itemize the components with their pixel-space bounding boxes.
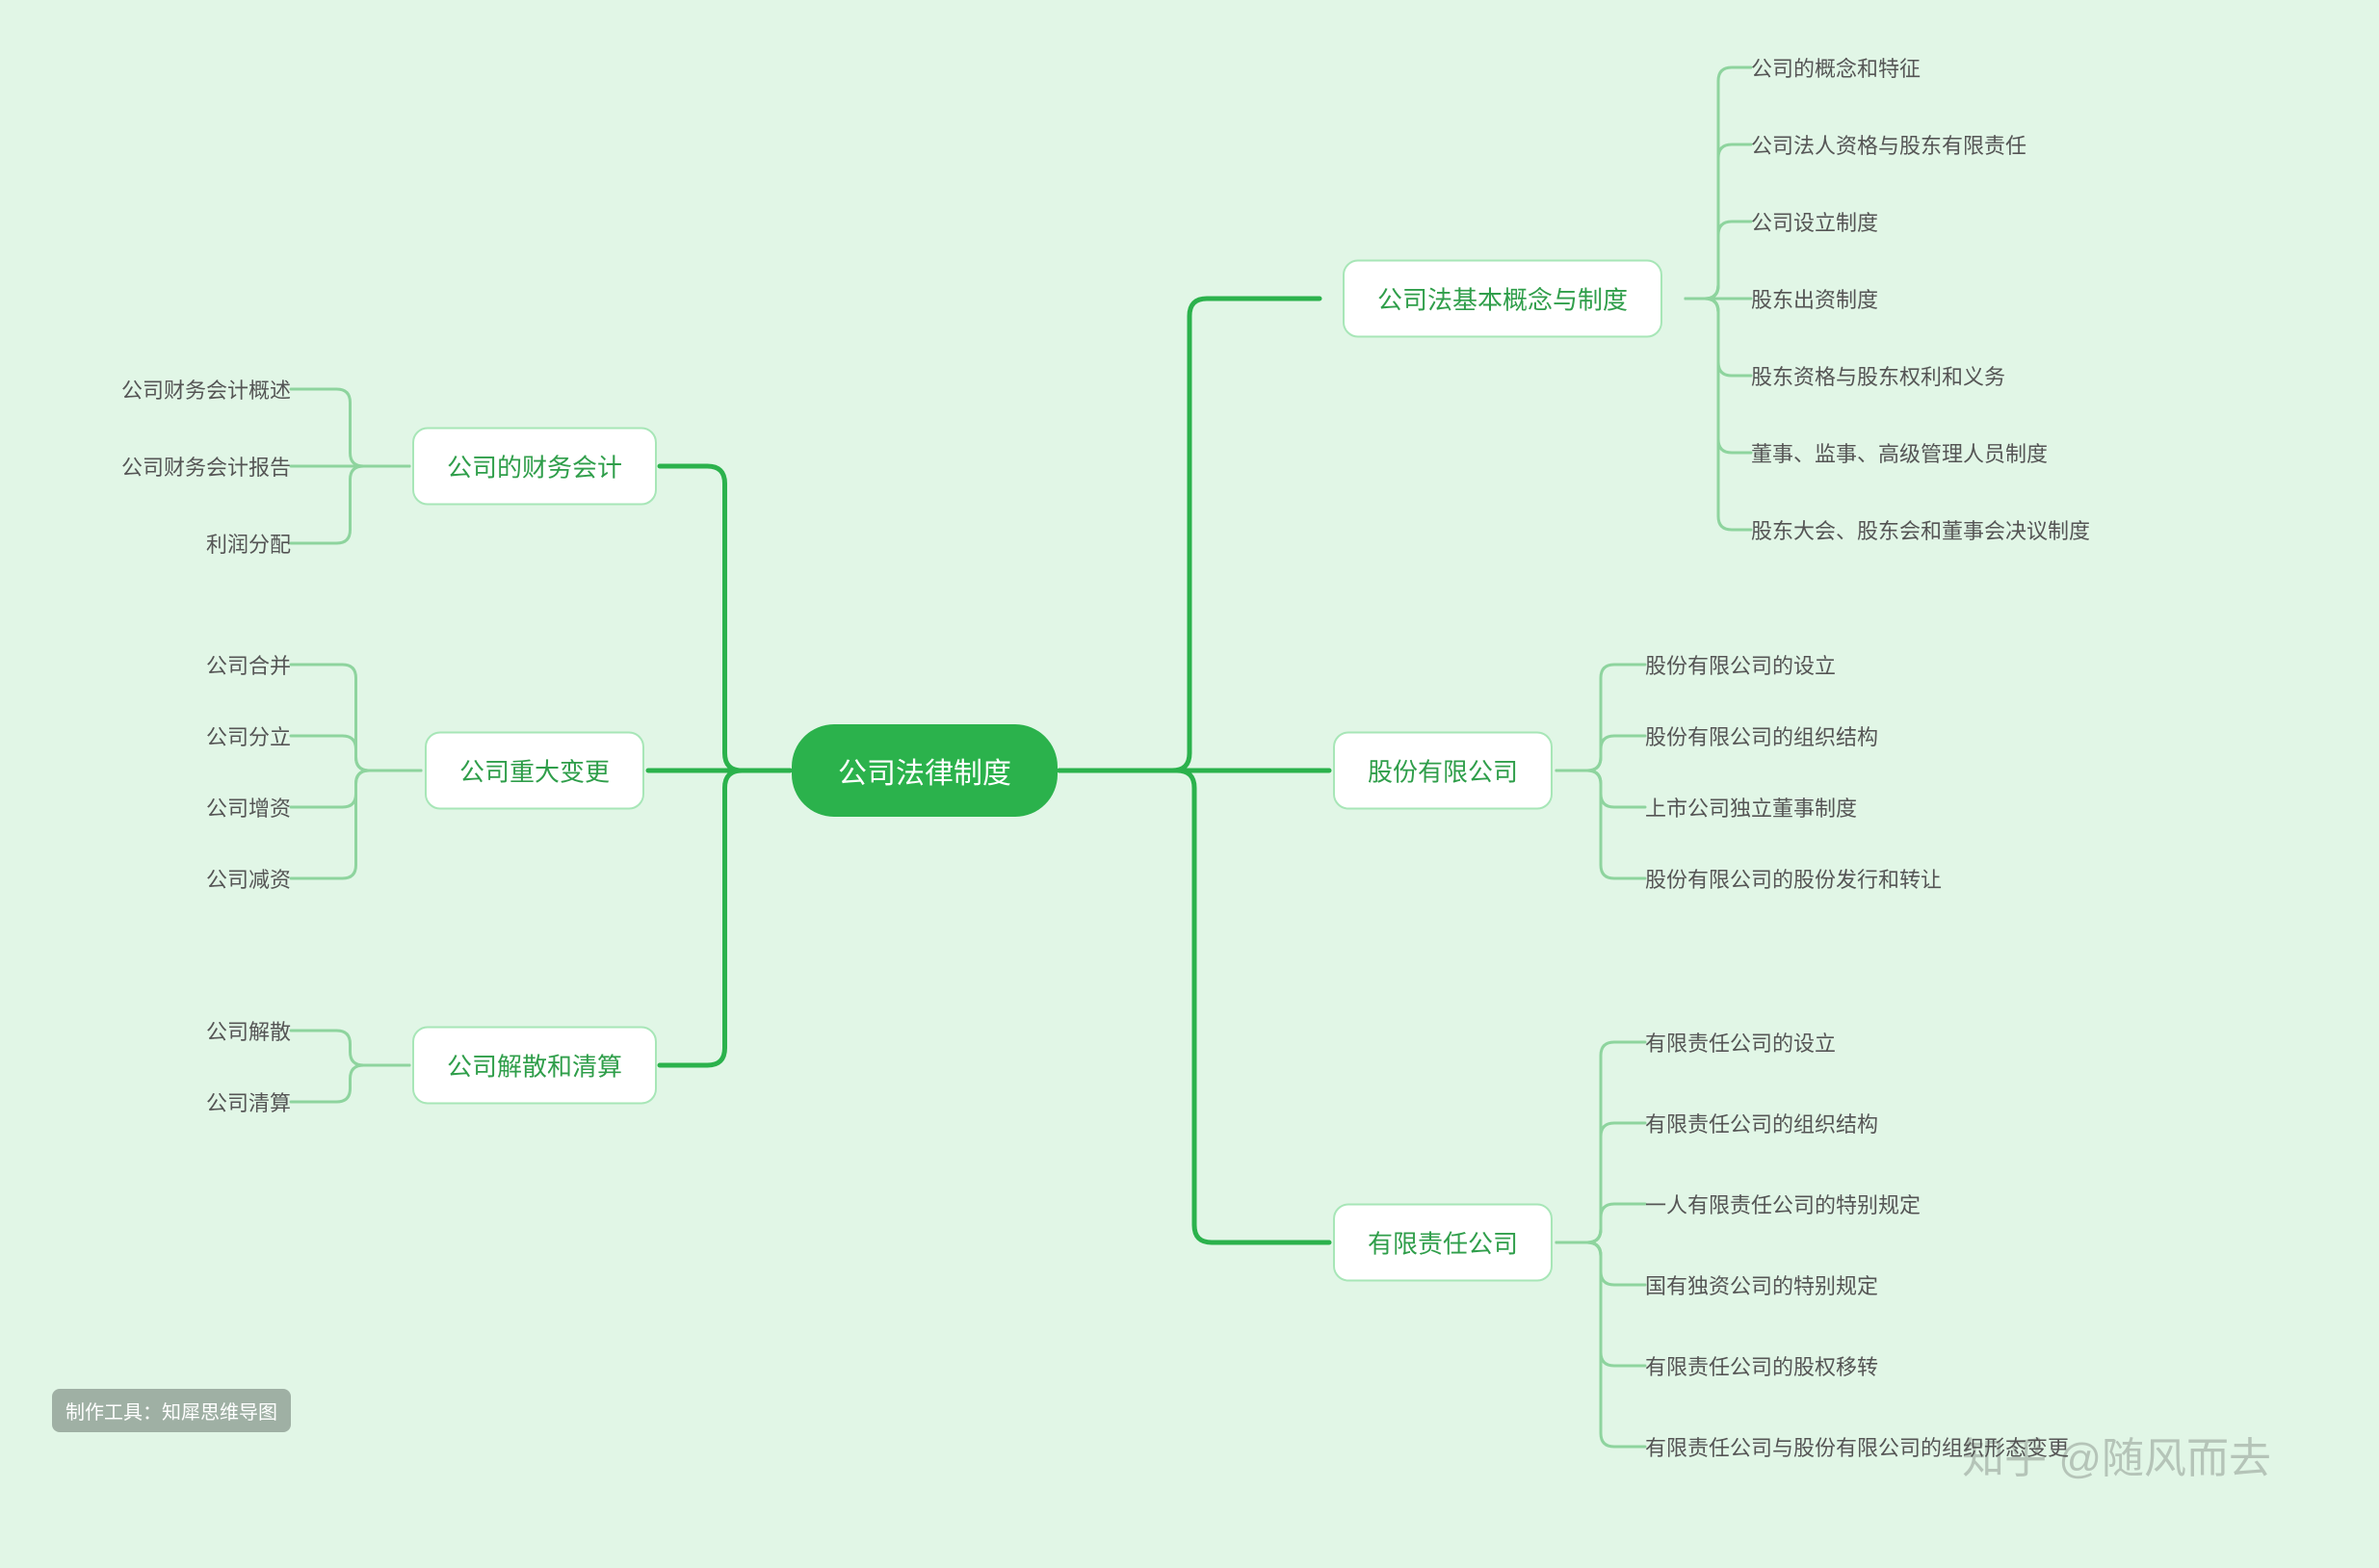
- branch-b_finance: 公司的财务会计: [412, 428, 657, 506]
- root-node: 公司法律制度: [792, 724, 1058, 817]
- leaf-b_change-2-label: 公司增资: [206, 792, 291, 823]
- leaf-b_basic-5: 董事、监事、高级管理人员制度: [1751, 437, 2048, 468]
- leaf-b_ltd-0: 有限责任公司的设立: [1645, 1027, 1836, 1058]
- leaf-b_basic-0: 公司的概念和特征: [1751, 52, 1921, 83]
- leaf-b_change-0: 公司合并: [206, 649, 291, 680]
- leaf-b_finance-0: 公司财务会计概述: [121, 374, 291, 405]
- branch-b_basic-label: 公司法基本概念与制度: [1377, 281, 1628, 317]
- leaf-b_ltd-4-label: 有限责任公司的股权移转: [1645, 1350, 1878, 1381]
- leaf-b_basic-2: 公司设立制度: [1751, 206, 1878, 237]
- leaf-b_change-1: 公司分立: [206, 720, 291, 751]
- root-node-label: 公司法律制度: [838, 749, 1011, 792]
- leaf-b_ltd-4: 有限责任公司的股权移转: [1645, 1350, 1878, 1381]
- leaf-b_change-0-label: 公司合并: [206, 649, 291, 680]
- leaf-b_dissolve-0: 公司解散: [206, 1015, 291, 1046]
- leaf-b_basic-1-label: 公司法人资格与股东有限责任: [1751, 129, 2026, 160]
- leaf-b_stock-1-label: 股份有限公司的组织结构: [1645, 720, 1878, 751]
- leaf-b_basic-4: 股东资格与股东权利和义务: [1751, 360, 2005, 391]
- mindmap-canvas: 制作工具：知犀思维导图 知乎 @随风而去 公司法律制度 公司的财务会计 公司财务会计…: [0, 0, 2379, 1568]
- leaf-b_stock-2-label: 上市公司独立董事制度: [1645, 792, 1857, 823]
- branch-b_basic: 公司法基本概念与制度: [1343, 260, 1662, 338]
- tool-credit-badge: 制作工具：知犀思维导图: [52, 1389, 291, 1432]
- leaf-b_basic-4-label: 股东资格与股东权利和义务: [1751, 360, 2005, 391]
- leaf-b_change-3-label: 公司减资: [206, 863, 291, 894]
- leaf-b_stock-3-label: 股份有限公司的股份发行和转让: [1645, 863, 1942, 894]
- branch-b_dissolve-label: 公司解散和清算: [447, 1048, 622, 1084]
- leaf-b_dissolve-1: 公司清算: [206, 1086, 291, 1117]
- watermark-text: 知乎 @随风而去: [1962, 1424, 2271, 1485]
- leaf-b_stock-3: 股份有限公司的股份发行和转让: [1645, 863, 1942, 894]
- branch-b_ltd-label: 有限责任公司: [1368, 1225, 1518, 1261]
- leaf-b_basic-3: 股东出资制度: [1751, 283, 1878, 314]
- leaf-b_ltd-2: 一人有限责任公司的特别规定: [1645, 1189, 1921, 1219]
- branch-b_finance-label: 公司的财务会计: [447, 449, 622, 484]
- branch-b_change-label: 公司重大变更: [459, 753, 610, 789]
- leaf-b_basic-5-label: 董事、监事、高级管理人员制度: [1751, 437, 2048, 468]
- leaf-b_basic-1: 公司法人资格与股东有限责任: [1751, 129, 2026, 160]
- branch-b_stock-label: 股份有限公司: [1368, 753, 1518, 789]
- leaf-b_basic-6: 股东大会、股东会和董事会决议制度: [1751, 514, 2090, 545]
- leaf-b_stock-2: 上市公司独立董事制度: [1645, 792, 1857, 823]
- leaf-b_basic-3-label: 股东出资制度: [1751, 283, 1878, 314]
- leaf-b_stock-0: 股份有限公司的设立: [1645, 649, 1836, 680]
- tool-credit-text: 制作工具：知犀思维导图: [65, 1402, 277, 1424]
- leaf-b_finance-2-label: 利润分配: [206, 528, 291, 559]
- leaf-b_ltd-1-label: 有限责任公司的组织结构: [1645, 1108, 1878, 1138]
- branch-b_stock: 股份有限公司: [1333, 732, 1553, 810]
- leaf-b_ltd-1: 有限责任公司的组织结构: [1645, 1108, 1878, 1138]
- leaf-b_change-2: 公司增资: [206, 792, 291, 823]
- leaf-b_finance-1: 公司财务会计报告: [121, 451, 291, 482]
- leaf-b_ltd-0-label: 有限责任公司的设立: [1645, 1027, 1836, 1058]
- edges-layer: [0, 0, 2379, 1568]
- leaf-b_ltd-3: 国有独资公司的特别规定: [1645, 1269, 1878, 1300]
- leaf-b_basic-0-label: 公司的概念和特征: [1751, 52, 1921, 83]
- leaf-b_basic-2-label: 公司设立制度: [1751, 206, 1878, 237]
- leaf-b_stock-0-label: 股份有限公司的设立: [1645, 649, 1836, 680]
- branch-b_dissolve: 公司解散和清算: [412, 1027, 657, 1105]
- leaf-b_stock-1: 股份有限公司的组织结构: [1645, 720, 1878, 751]
- leaf-b_dissolve-1-label: 公司清算: [206, 1086, 291, 1117]
- leaf-b_finance-1-label: 公司财务会计报告: [121, 451, 291, 482]
- leaf-b_finance-0-label: 公司财务会计概述: [121, 374, 291, 405]
- leaf-b_ltd-2-label: 一人有限责任公司的特别规定: [1645, 1189, 1921, 1219]
- leaf-b_finance-2: 利润分配: [206, 528, 291, 559]
- leaf-b_basic-6-label: 股东大会、股东会和董事会决议制度: [1751, 514, 2090, 545]
- leaf-b_change-3: 公司减资: [206, 863, 291, 894]
- leaf-b_dissolve-0-label: 公司解散: [206, 1015, 291, 1046]
- branch-b_change: 公司重大变更: [425, 732, 644, 810]
- leaf-b_change-1-label: 公司分立: [206, 720, 291, 751]
- branch-b_ltd: 有限责任公司: [1333, 1204, 1553, 1282]
- leaf-b_ltd-3-label: 国有独资公司的特别规定: [1645, 1269, 1878, 1300]
